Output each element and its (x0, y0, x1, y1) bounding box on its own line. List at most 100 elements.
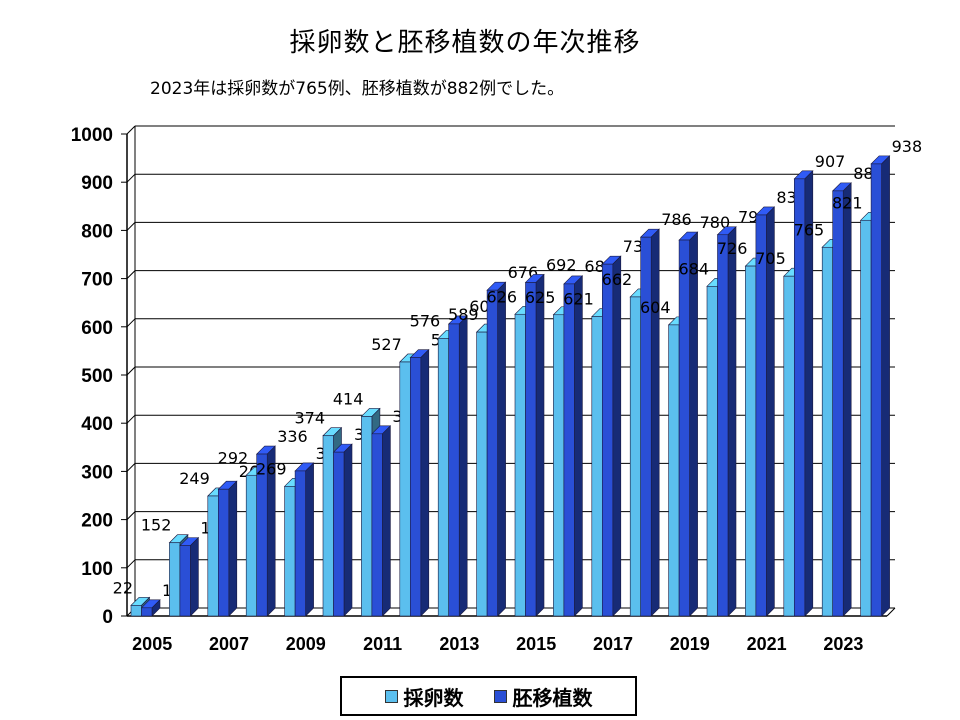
bar-side-face (420, 348, 430, 617)
bar-egg-retrieval (706, 286, 718, 617)
y-tick-label: 600 (81, 318, 113, 339)
x-tick-label: 2007 (209, 634, 249, 654)
bar-side-face (689, 231, 698, 617)
bar-egg-retrieval (399, 361, 411, 617)
bar-embryo-transfer (678, 239, 690, 617)
y-tick-label: 200 (81, 511, 113, 532)
x-tick-label: 2021 (747, 634, 787, 654)
bar-egg-retrieval (130, 605, 142, 617)
bar-egg-retrieval (284, 486, 296, 617)
gridline-depth (126, 222, 136, 231)
bar-embryo-transfer (218, 488, 230, 617)
gridline-depth (126, 559, 136, 569)
data-label: 269 (256, 459, 287, 478)
bar-embryo-transfer (256, 453, 268, 617)
legend-swatch-embryo-transfer (493, 689, 507, 703)
data-label: 765 (794, 220, 825, 239)
gridline-depth (126, 463, 136, 472)
bar-egg-retrieval (629, 296, 642, 617)
bar-side-face (228, 480, 238, 617)
data-label: 726 (717, 239, 748, 258)
gridline-depth (126, 270, 136, 279)
bar-embryo-transfer (870, 163, 882, 617)
legend-label-embryo-transfer: 胚移植数 (512, 685, 593, 710)
data-label: 821 (832, 193, 863, 212)
bar-side-face (766, 206, 775, 617)
legend: 採卵数 胚移植数 (340, 676, 637, 716)
legend-item-egg-retrieval: 採卵数 (384, 682, 464, 711)
bar-egg-retrieval (207, 495, 219, 617)
x-tick-label: 2009 (286, 634, 326, 654)
y-tick-label: 300 (81, 462, 113, 483)
x-tick-label: 2015 (516, 634, 556, 654)
data-label: 527 (371, 335, 402, 354)
y-tick-label: 500 (81, 366, 113, 387)
data-label: 249 (179, 469, 210, 488)
bar-embryo-transfer (717, 234, 729, 617)
bar-egg-retrieval (668, 324, 680, 617)
bar-egg-retrieval (783, 275, 795, 617)
bar-embryo-transfer (179, 545, 191, 617)
legend-swatch-egg-retrieval (384, 689, 398, 703)
x-tick-label: 2013 (439, 634, 479, 654)
bar-egg-retrieval (322, 435, 334, 617)
data-label: 621 (563, 290, 594, 309)
bar-egg-retrieval (553, 314, 565, 617)
bar-side-face (612, 255, 622, 617)
y-tick-label: 700 (81, 270, 113, 291)
bar-side-face (458, 315, 468, 617)
bar-egg-retrieval (361, 416, 373, 617)
chart-title: 採卵数と胚移植数の年次推移 (289, 28, 641, 58)
y-tick-label: 400 (81, 414, 113, 435)
bar-egg-retrieval (437, 338, 450, 617)
data-label: 907 (815, 152, 846, 171)
y-tick-label: 800 (81, 221, 113, 242)
data-label: 589 (448, 305, 479, 324)
bar-egg-retrieval (591, 316, 603, 617)
bar-egg-retrieval (514, 313, 526, 617)
x-tick-label: 2019 (670, 634, 710, 654)
bar-embryo-transfer (409, 357, 422, 617)
bar-egg-retrieval (245, 474, 257, 617)
gridline-depth (126, 414, 136, 424)
bar-side-face (305, 462, 314, 617)
data-label: 152 (141, 516, 172, 535)
bar-egg-retrieval (169, 542, 181, 617)
y-tick-label: 0 (102, 607, 113, 628)
bar-side-face (497, 281, 506, 617)
data-label: 374 (294, 409, 325, 428)
data-label: 22 (113, 578, 133, 597)
bar-embryo-transfer (371, 433, 383, 617)
bar-embryo-transfer (294, 470, 306, 617)
data-label: 780 (700, 213, 731, 232)
bar-side-face (343, 443, 353, 617)
gridline-depth (126, 366, 136, 376)
y-tick-label: 900 (81, 173, 113, 194)
bar-embryo-transfer (448, 323, 460, 617)
bar-egg-retrieval (860, 219, 872, 617)
bar-egg-retrieval (476, 331, 488, 617)
bar-side-face (535, 273, 545, 617)
bar-side-face (842, 182, 852, 617)
bar-egg-retrieval (745, 265, 757, 617)
bar-egg-retrieval (821, 246, 834, 617)
chart-subtitle: 2023年は採卵数が765例、胚移植数が882例でした。 (150, 79, 565, 99)
gridline-depth (126, 125, 136, 135)
data-label: 705 (755, 249, 786, 268)
bar-embryo-transfer (793, 178, 806, 617)
x-tick-label: 2023 (823, 634, 863, 654)
y-tick-label: 100 (81, 559, 113, 580)
data-label: 626 (486, 287, 517, 306)
legend-item-embryo-transfer: 胚移植数 (493, 682, 593, 711)
y-tick-label: 1000 (71, 125, 113, 146)
bar-embryo-transfer (832, 190, 844, 617)
bar-embryo-transfer (755, 214, 767, 617)
data-label: 414 (333, 389, 364, 408)
data-label: 684 (678, 259, 709, 278)
bar-side-face (650, 228, 660, 617)
bar-embryo-transfer (563, 283, 575, 617)
gridline-depth (126, 511, 136, 520)
data-label: 938 (892, 137, 923, 156)
bar-embryo-transfer (640, 236, 652, 617)
